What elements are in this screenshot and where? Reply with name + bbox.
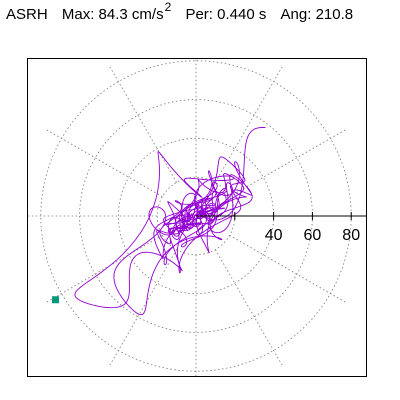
radial-tick-label-40: 40 [265, 227, 283, 244]
grid-spoke-240 [108, 249, 177, 368]
station-code: ASRH [6, 6, 48, 23]
trace-layer [52, 127, 266, 316]
max-unit-superscript: 2 [164, 0, 172, 14]
max-value: 84.3 [98, 6, 128, 23]
period-value: 0.440 s [217, 6, 267, 23]
max-label: Max: [61, 6, 95, 23]
angle-value: 210.8 [315, 6, 354, 23]
grid-spoke-120 [108, 64, 177, 183]
max-unit: cm/s [131, 6, 164, 23]
radial-axis: 40 60 80 [196, 212, 366, 244]
period-label: Per: [185, 6, 213, 23]
plot-header: ASRH Max: 84.3 cm/s2 Per: 0.440 s Ang: 2… [6, 0, 363, 36]
orbit-trace [74, 127, 266, 316]
angle-label: Ang: [280, 6, 312, 23]
grid-spoke-300 [215, 249, 284, 368]
radial-tick-label-60: 60 [304, 227, 322, 244]
grid-spoke-210 [44, 235, 163, 304]
grid-spoke-30 [229, 128, 348, 197]
peak-marker [52, 296, 60, 304]
grid-spoke-150 [44, 128, 163, 197]
grid-spoke-60 [215, 64, 284, 183]
radial-tick-label-80: 80 [342, 227, 360, 244]
grid-spoke-330 [229, 235, 348, 304]
plot-frame [27, 58, 367, 377]
